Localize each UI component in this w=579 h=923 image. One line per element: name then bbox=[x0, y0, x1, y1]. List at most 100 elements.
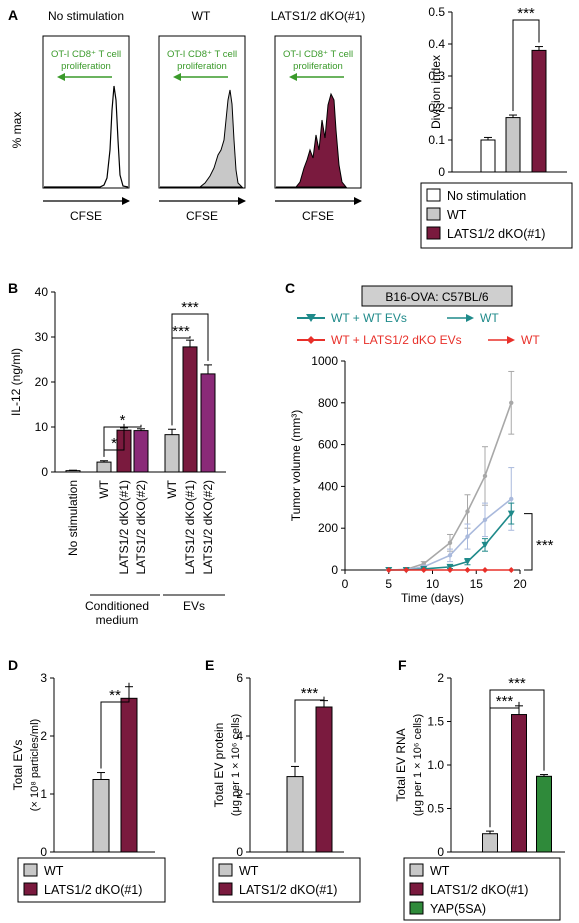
y-tick-label: 2 bbox=[236, 787, 243, 801]
bar bbox=[120, 697, 138, 853]
series-0 bbox=[386, 370, 515, 573]
y-tick-label: 4 bbox=[236, 729, 243, 743]
histogram-frame bbox=[42, 35, 130, 189]
y-axis-label-units: (μg per 1 × 10⁶ cells) bbox=[412, 714, 424, 816]
annotation-line-1: OT-I CD8⁺ T cell bbox=[51, 49, 121, 60]
line-chart-c: 0 200 400 600 800 1000 0 5 10 15 20 Time (days) Tumo… bbox=[289, 354, 554, 605]
y-tick-label: 1000 bbox=[311, 354, 338, 368]
data-point bbox=[508, 567, 515, 573]
series-3 bbox=[385, 567, 515, 573]
legend-label: WT bbox=[447, 208, 467, 222]
legend-marker-triangle bbox=[306, 314, 316, 322]
legend-swatch bbox=[23, 863, 38, 877]
y-tick-label: 1 bbox=[40, 787, 47, 801]
significance-label: *** bbox=[536, 537, 554, 554]
legend-label: WT bbox=[44, 864, 64, 878]
annotation-line-1: OT-I CD8⁺ T cell bbox=[283, 49, 353, 60]
y-tick-label: 0 bbox=[437, 845, 444, 859]
x-tick-label: LATS1/2 dKO(#1) bbox=[183, 480, 197, 575]
y-tick-label: 0.5 bbox=[427, 802, 444, 816]
panel-letter-e: E bbox=[205, 657, 214, 673]
legend-label-wt-recipient: WT bbox=[480, 311, 499, 325]
legend-arrowhead-red bbox=[507, 336, 515, 344]
data-point bbox=[447, 540, 453, 546]
legend-marker-diamond bbox=[307, 336, 315, 344]
histogram-xlabel: CFSE bbox=[302, 209, 334, 223]
legend-label-wt-evs: WT + WT EVs bbox=[331, 311, 407, 325]
annotation-line-1: OT-I CD8⁺ T cell bbox=[167, 49, 237, 60]
legend-swatch bbox=[426, 188, 441, 202]
x-tick-label: 15 bbox=[470, 577, 484, 591]
legend-swatch bbox=[218, 863, 233, 877]
data-point bbox=[385, 567, 392, 573]
bar-chart-f: 0 0.5 1.0 1.5 2 Total EV RNA (μg per 1 × 10⁶ c… bbox=[394, 671, 565, 921]
annotation-line-2: proliferation bbox=[61, 61, 111, 72]
significance-label: *** bbox=[496, 693, 514, 710]
legend-label: WT bbox=[430, 864, 450, 878]
x-tick-label: WT bbox=[165, 479, 179, 498]
legend-label: WT bbox=[239, 864, 259, 878]
panel-letter-b: B bbox=[8, 280, 18, 296]
y-tick-label: 10 bbox=[35, 420, 49, 434]
y-tick-label: 600 bbox=[318, 438, 338, 452]
histogram-frame bbox=[274, 35, 362, 189]
bar-chart-d: 0 1 2 3 Total EVs (× 10⁸ particles/ml) ** WT LAT… bbox=[11, 671, 166, 903]
significance-bracket bbox=[524, 513, 533, 571]
y-axis-label: IL-12 (ng/ml) bbox=[9, 348, 23, 416]
significance-bracket bbox=[489, 689, 545, 828]
data-point bbox=[481, 541, 489, 549]
y-axis-label: Division index bbox=[429, 55, 443, 129]
bar bbox=[480, 139, 496, 173]
legend-swatch bbox=[409, 863, 424, 877]
y-axis-label: Tumor volume (mm³) bbox=[289, 410, 303, 522]
data-point bbox=[509, 496, 514, 502]
group-label-evs: EVs bbox=[183, 599, 205, 613]
significance-bracket bbox=[171, 313, 209, 426]
y-tick-label: 0 bbox=[41, 465, 48, 479]
legend-label-dko-evs: WT + LATS1/2 dKO EVs bbox=[331, 333, 462, 347]
y-tick-label: 0 bbox=[40, 845, 47, 859]
histogram-title: LATS1/2 dKO(#1) bbox=[271, 9, 366, 23]
legend-swatch bbox=[409, 882, 424, 896]
y-tick-label: 20 bbox=[35, 375, 49, 389]
y-tick-label: 1.0 bbox=[427, 758, 444, 772]
histogram-curve bbox=[44, 85, 129, 188]
x-tick-label: No stimulation bbox=[66, 480, 80, 556]
y-tick-label: 2 bbox=[437, 671, 444, 685]
bar bbox=[133, 430, 149, 473]
y-axis-label-units: (μg per 1 × 10⁶ cells) bbox=[230, 714, 242, 816]
data-point bbox=[464, 558, 471, 566]
legend-swatch bbox=[23, 882, 38, 896]
data-point bbox=[447, 567, 453, 573]
panel-letter-f: F bbox=[398, 657, 407, 673]
significance-label: * bbox=[111, 435, 117, 452]
bar bbox=[536, 775, 552, 853]
y-tick-label: 30 bbox=[35, 330, 49, 344]
significance-bracket bbox=[103, 424, 142, 457]
y-tick-label: 0 bbox=[331, 563, 338, 577]
legend-label: LATS1/2 dKO(#1) bbox=[239, 883, 337, 897]
legend-label-wt-recipient: WT bbox=[521, 333, 540, 347]
x-tick-label: LATS1/2 dKO(#1) bbox=[117, 480, 131, 575]
y-tick-label: 0.2 bbox=[428, 101, 445, 115]
legend-swatch bbox=[426, 207, 441, 221]
histogram-xlabel: CFSE bbox=[186, 209, 218, 223]
bar bbox=[482, 833, 498, 853]
panel-a-histograms: % max No stimulation OT-I CD8⁺ T cell pr… bbox=[10, 9, 365, 223]
legend-frame bbox=[17, 857, 166, 903]
y-axis-label: Total EV RNA bbox=[394, 728, 408, 801]
bar bbox=[200, 373, 216, 473]
legend-swatch bbox=[426, 226, 441, 240]
significance-label: * bbox=[120, 412, 126, 429]
significance-label: *** bbox=[172, 323, 190, 340]
group-label-medium: medium bbox=[96, 613, 139, 627]
data-point bbox=[482, 473, 488, 479]
bar bbox=[92, 779, 110, 853]
model-box bbox=[361, 285, 513, 307]
y-tick-label: 3 bbox=[40, 671, 47, 685]
y-tick-label: 6 bbox=[236, 671, 243, 685]
significance-bracket bbox=[512, 19, 540, 112]
y-axis-label-units: (× 10⁸ particles/ml) bbox=[29, 719, 41, 811]
